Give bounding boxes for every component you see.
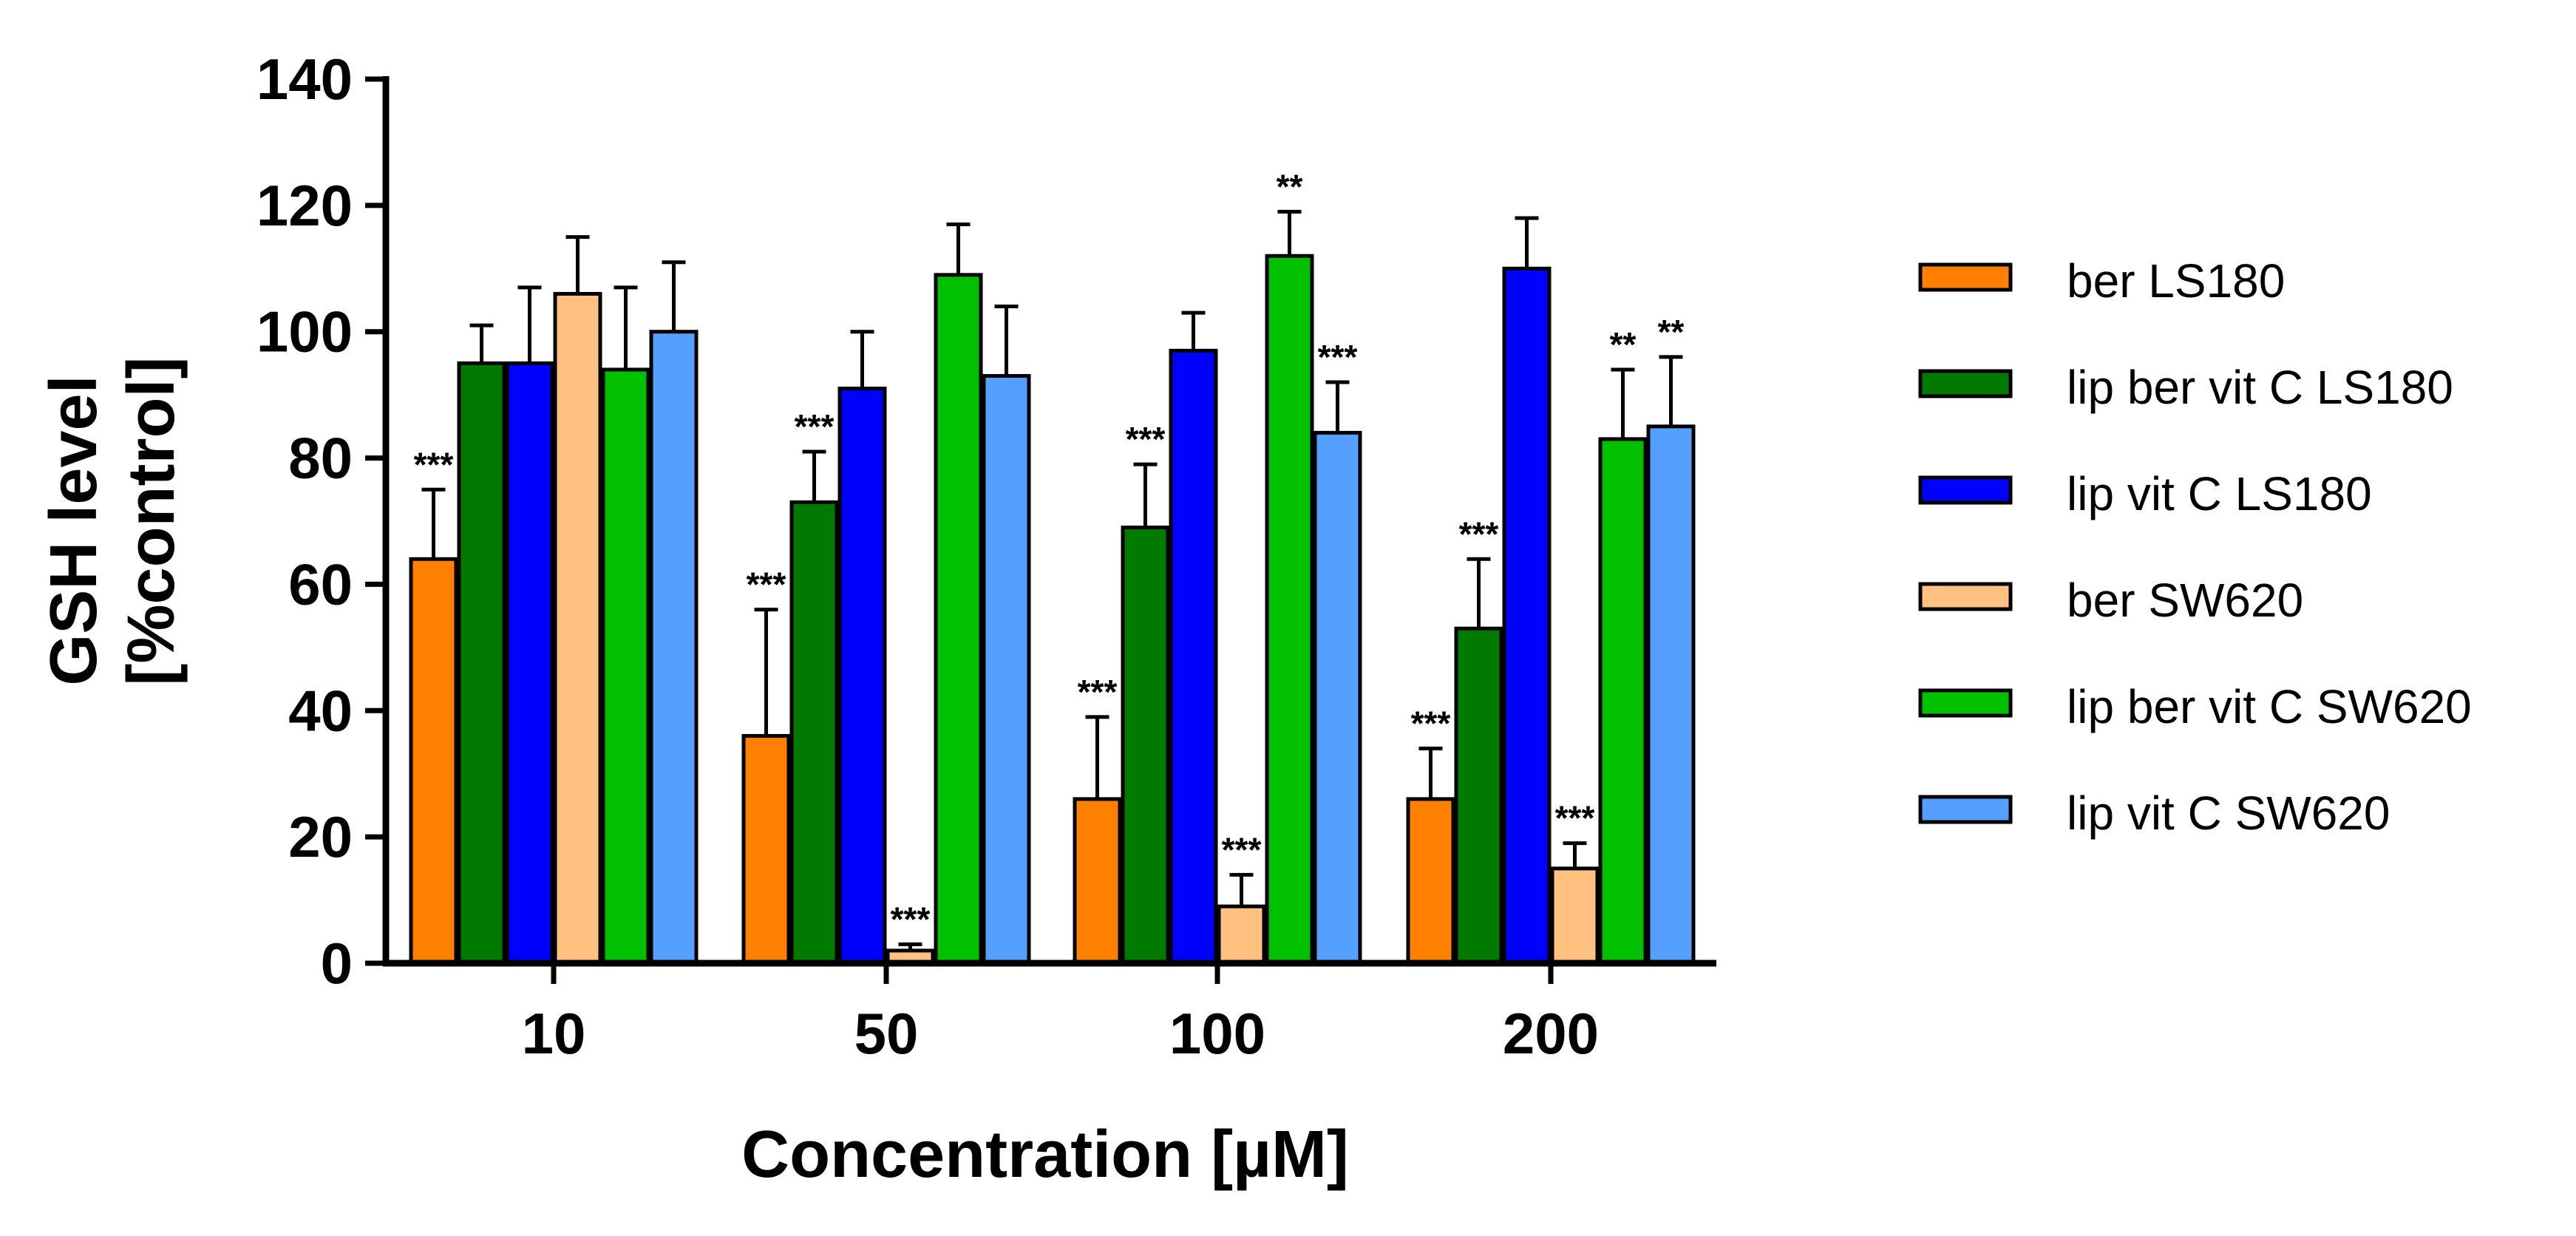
bar [1313,430,1362,965]
significance-label: ** [1610,325,1637,364]
bar [741,733,791,965]
bar-group-200 [1406,216,1696,965]
y-tick-label: 140 [256,47,353,112]
bar [1265,254,1314,965]
significance-label: *** [1222,830,1262,869]
bar [409,557,458,965]
legend-item: ber LS180 [1918,254,2285,308]
bar [837,387,887,965]
legend-item: lip ber vit C SW620 [1918,680,2472,733]
y-tick-label: 60 [288,551,353,617]
bar [1598,437,1648,965]
legend-label: lip vit C LS180 [2067,467,2372,520]
bar [1406,797,1455,965]
legend-item: lip vit C SW620 [1918,787,2390,840]
bar [1454,626,1503,965]
legend-label: ber SW620 [2067,574,2303,627]
bar [1502,266,1552,965]
y-tick-label: 120 [256,173,353,238]
y-tick-label: 20 [288,804,353,869]
bar [601,367,650,965]
significance-label: *** [1318,338,1358,376]
significance-label: *** [795,407,835,446]
x-tick-label: 10 [522,1001,586,1066]
bar [457,361,506,965]
bar [1217,904,1266,965]
significance-label: ** [1658,313,1685,351]
significance-label: ** [1277,167,1303,206]
y-tick-label: 80 [288,426,353,491]
x-axis-ticks: 10 50 100 200 [522,963,1599,1066]
legend-swatch [1918,582,2013,611]
bar-group-100 [1073,209,1362,965]
y-tick-label: 40 [288,678,353,743]
significance-label: *** [1126,420,1166,458]
significance-label: *** [1411,704,1451,743]
bar [1073,797,1122,965]
x-axis-title: Concentration [µM] [741,1118,1349,1192]
y-axis-title-line-2: [%control] [115,357,188,686]
significance-labels: ************************************* ** [414,167,1685,938]
bar [789,500,839,965]
bar-groups [409,209,1696,965]
bar-group-10 [409,235,699,965]
y-axis-title: GSH level [%control] [37,356,188,685]
bar [505,361,554,965]
bar-group-50 [741,222,1031,965]
significance-label: *** [1078,673,1118,711]
legend-item: lip vit C LS180 [1918,467,2372,520]
significance-label: *** [747,566,786,604]
bar [1121,526,1170,965]
significance-label: *** [1459,515,1499,553]
y-axis-title-line-1: GSH level [37,375,111,685]
x-tick-label: 200 [1503,1001,1599,1066]
legend-swatch [1918,475,2013,505]
y-axis-ticks: 0 20 40 60 80 100 120 140 [256,47,386,996]
legend-swatch [1918,688,2013,718]
bar [982,374,1031,965]
legend-item: ber SW620 [1918,574,2303,627]
legend-swatch [1918,262,2013,292]
y-tick-label: 100 [256,299,353,364]
x-tick-label: 50 [854,1001,919,1066]
legend-swatch [1918,795,2013,824]
bar [1169,348,1218,965]
bar [934,273,983,965]
significance-label: *** [414,445,454,483]
bar [1550,866,1600,965]
legend: ber LS180 lip ber vit C LS180 lip vit C LS… [1918,254,2472,840]
y-tick-label: 0 [321,931,353,996]
legend-swatch [1918,369,2013,398]
x-tick-label: 100 [1169,1001,1265,1066]
significance-label: *** [891,900,931,938]
bar [1646,424,1696,965]
legend-label: lip ber vit C LS180 [2067,361,2453,414]
bar [553,291,602,965]
legend-item: lip ber vit C LS180 [1918,361,2453,414]
significance-label: *** [1555,799,1595,838]
bar [649,330,699,965]
legend-label: ber LS180 [2067,254,2285,308]
legend-label: lip ber vit C SW620 [2067,680,2472,733]
legend-label: lip vit C SW620 [2067,787,2390,840]
